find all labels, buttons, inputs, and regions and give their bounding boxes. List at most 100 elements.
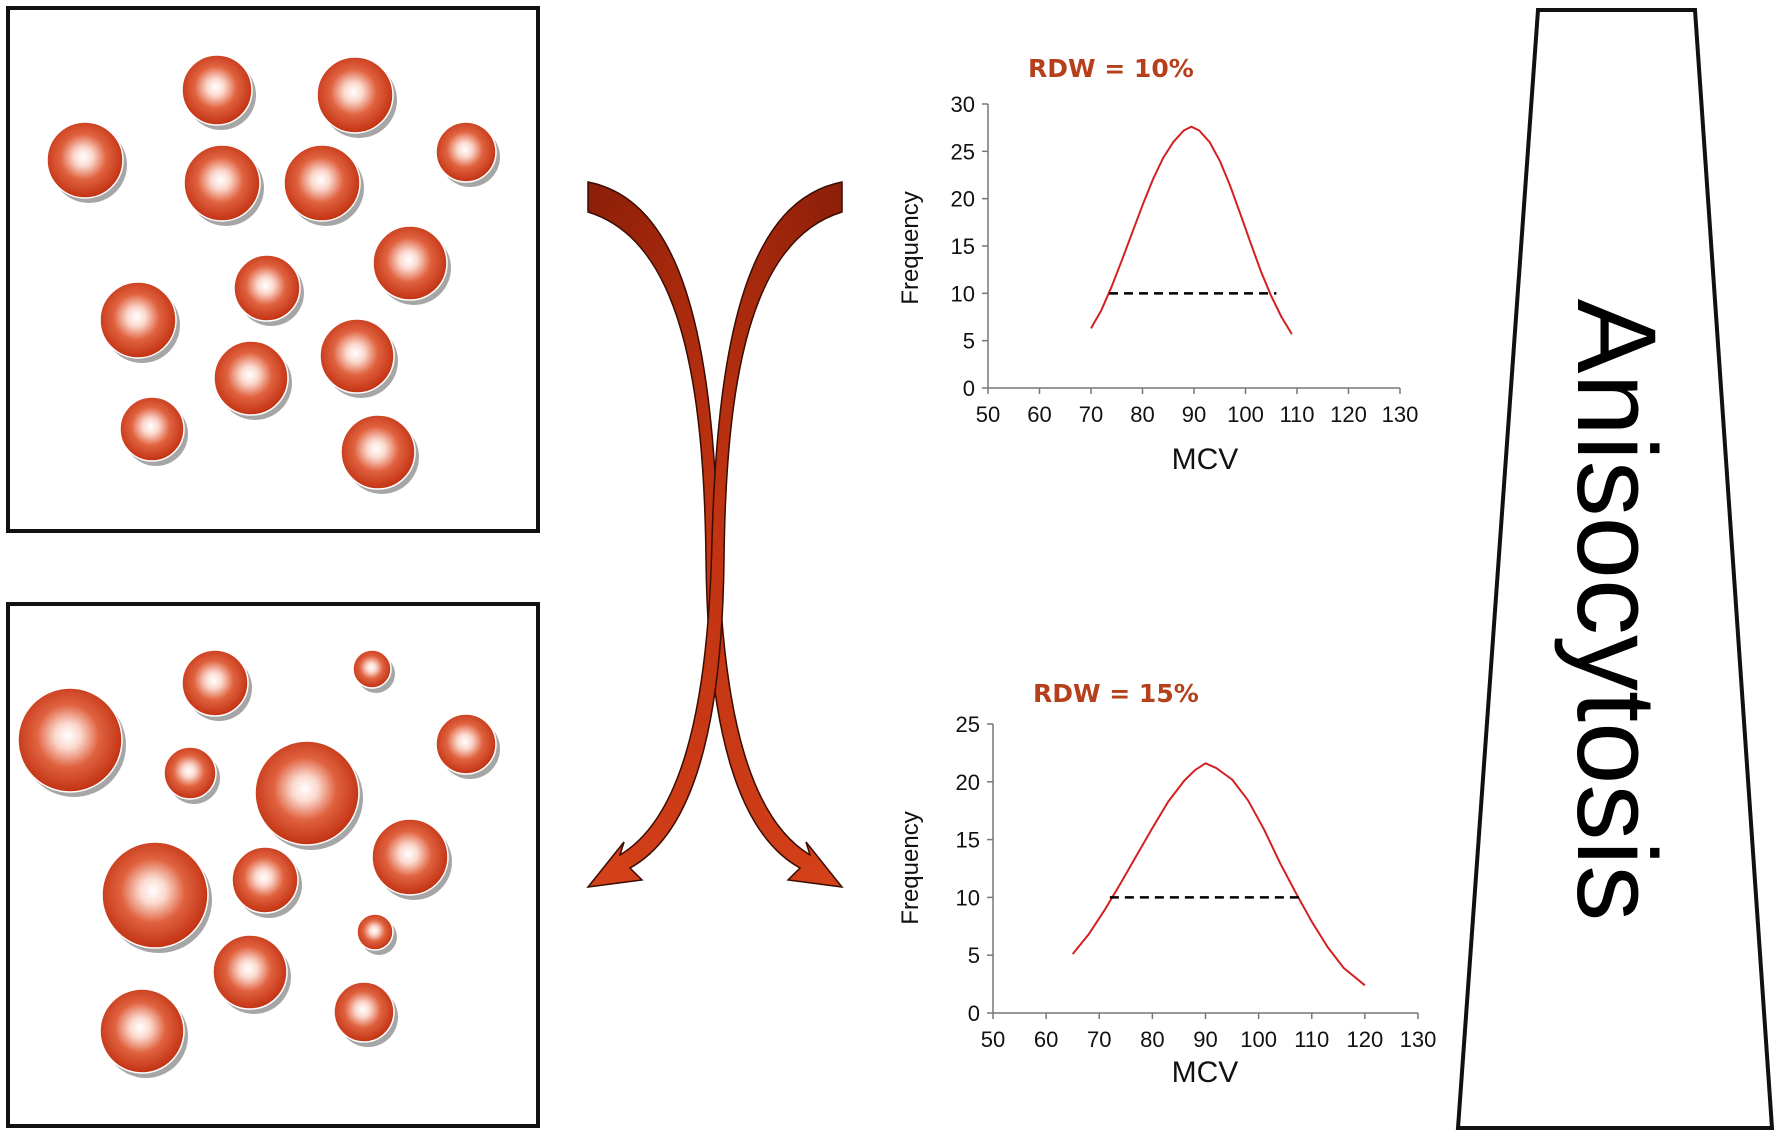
x-tick-label: 130 bbox=[1382, 402, 1419, 427]
distribution-curve bbox=[1071, 762, 1366, 987]
cell-body bbox=[213, 340, 289, 416]
y-tick-label: 5 bbox=[963, 329, 975, 354]
x-tick-label: 90 bbox=[1182, 402, 1206, 427]
cell-body bbox=[435, 121, 497, 183]
x-tick-label: 110 bbox=[1294, 1027, 1329, 1052]
red-blood-cell bbox=[319, 318, 398, 398]
x-axis-label: MCV bbox=[1172, 1056, 1239, 1089]
cell-body bbox=[372, 225, 448, 301]
y-tick-label: 5 bbox=[968, 943, 980, 968]
y-tick-label: 0 bbox=[968, 1001, 980, 1026]
red-blood-cell bbox=[435, 121, 500, 187]
red-blood-cell bbox=[356, 913, 397, 955]
red-blood-cell bbox=[352, 649, 395, 693]
x-tick-label: 70 bbox=[1087, 1027, 1111, 1052]
y-tick-label: 25 bbox=[951, 139, 975, 164]
y-tick-label: 10 bbox=[956, 885, 980, 910]
red-blood-cell bbox=[340, 414, 419, 494]
y-tick-label: 15 bbox=[956, 828, 980, 853]
cell-body bbox=[183, 144, 261, 222]
cell-body bbox=[212, 934, 288, 1010]
red-blood-cell bbox=[333, 981, 398, 1047]
chart-rdw-10: RDW = 10% 0 5 10 15 20 25 30 50 60 70 80 90 100 110 12… bbox=[897, 54, 1418, 476]
red-blood-cell bbox=[101, 841, 212, 953]
cell-body bbox=[283, 144, 361, 222]
cell-body bbox=[356, 913, 394, 951]
cell-body bbox=[46, 121, 124, 199]
cell-body bbox=[231, 846, 299, 914]
cell-body bbox=[340, 414, 416, 490]
red-blood-cell bbox=[212, 934, 291, 1014]
crossing-curved-arrows bbox=[586, 181, 844, 888]
banner-label: Anisocytosis bbox=[1554, 299, 1679, 921]
cells-bottom bbox=[17, 649, 500, 1078]
chart-title: RDW = 10% bbox=[1028, 54, 1194, 83]
distribution-curve bbox=[1090, 125, 1293, 335]
y-tick-label: 10 bbox=[951, 281, 975, 306]
cell-body bbox=[163, 746, 217, 800]
cell-body bbox=[17, 687, 123, 793]
red-blood-cell bbox=[46, 121, 127, 203]
red-blood-cell bbox=[316, 56, 397, 138]
cell-body bbox=[371, 818, 449, 896]
x-tick-label: 120 bbox=[1347, 1027, 1384, 1052]
red-blood-cell bbox=[254, 740, 363, 850]
red-blood-cell bbox=[181, 54, 256, 130]
y-tick-label: 15 bbox=[951, 234, 975, 259]
red-blood-cell bbox=[372, 225, 451, 305]
cell-body bbox=[181, 649, 249, 717]
cells-top bbox=[46, 54, 500, 494]
cell-body bbox=[99, 281, 177, 359]
cell-body bbox=[254, 740, 360, 846]
red-blood-cell bbox=[283, 144, 364, 226]
chart-plot: 0 5 10 15 20 25 30 50 60 70 80 90 100 110 120 130 bbox=[951, 92, 1419, 427]
red-blood-cell bbox=[231, 846, 302, 918]
x-tick-label: 50 bbox=[981, 1027, 1005, 1052]
cell-body bbox=[319, 318, 395, 394]
trapezoid-shape bbox=[1455, 8, 1775, 1130]
y-tick-label: 20 bbox=[956, 770, 980, 795]
red-blood-cell bbox=[163, 746, 220, 804]
red-blood-cell bbox=[119, 396, 188, 466]
cell-body bbox=[333, 981, 395, 1043]
uniform-cells-panel bbox=[6, 6, 540, 533]
x-tick-label: 100 bbox=[1227, 402, 1264, 427]
red-blood-cell bbox=[99, 988, 188, 1078]
red-blood-cell bbox=[99, 281, 180, 363]
cell-body bbox=[435, 713, 497, 775]
cell-body bbox=[233, 254, 301, 322]
red-blood-cell bbox=[183, 144, 264, 226]
x-tick-label: 70 bbox=[1079, 402, 1103, 427]
x-axis-label: MCV bbox=[1172, 443, 1239, 476]
x-tick-label: 90 bbox=[1193, 1027, 1217, 1052]
x-tick-label: 120 bbox=[1330, 402, 1367, 427]
cell-body bbox=[352, 649, 392, 689]
x-tick-label: 80 bbox=[1140, 1027, 1164, 1052]
x-tick-label: 50 bbox=[976, 402, 1000, 427]
y-tick-label: 0 bbox=[963, 376, 975, 401]
red-blood-cell bbox=[371, 818, 452, 900]
cell-body bbox=[316, 56, 394, 134]
red-blood-cell bbox=[181, 649, 252, 721]
anisocytosis-banner: Anisocytosis bbox=[1455, 8, 1775, 1130]
red-blood-cell bbox=[435, 713, 500, 779]
red-blood-cell bbox=[233, 254, 304, 326]
chart-plot: 0 5 10 15 20 25 50 60 70 80 90 100 110 120 130 bbox=[956, 712, 1437, 1052]
x-tick-label: 100 bbox=[1240, 1027, 1277, 1052]
y-axis-label: Frequency bbox=[897, 191, 924, 304]
y-tick-label: 30 bbox=[951, 92, 975, 117]
cell-body bbox=[99, 988, 185, 1074]
chart-title: RDW = 15% bbox=[1033, 679, 1199, 708]
varied-cells-panel bbox=[6, 602, 540, 1128]
cell-body bbox=[101, 841, 209, 949]
cell-body bbox=[119, 396, 185, 462]
x-tick-label: 130 bbox=[1400, 1027, 1437, 1052]
arrow-to-bottom-panel bbox=[586, 181, 843, 888]
y-tick-label: 25 bbox=[956, 712, 980, 737]
x-tick-label: 80 bbox=[1130, 402, 1154, 427]
x-tick-label: 110 bbox=[1279, 402, 1314, 427]
cell-body bbox=[181, 54, 253, 126]
red-blood-cell bbox=[213, 340, 292, 420]
x-tick-label: 60 bbox=[1027, 402, 1051, 427]
